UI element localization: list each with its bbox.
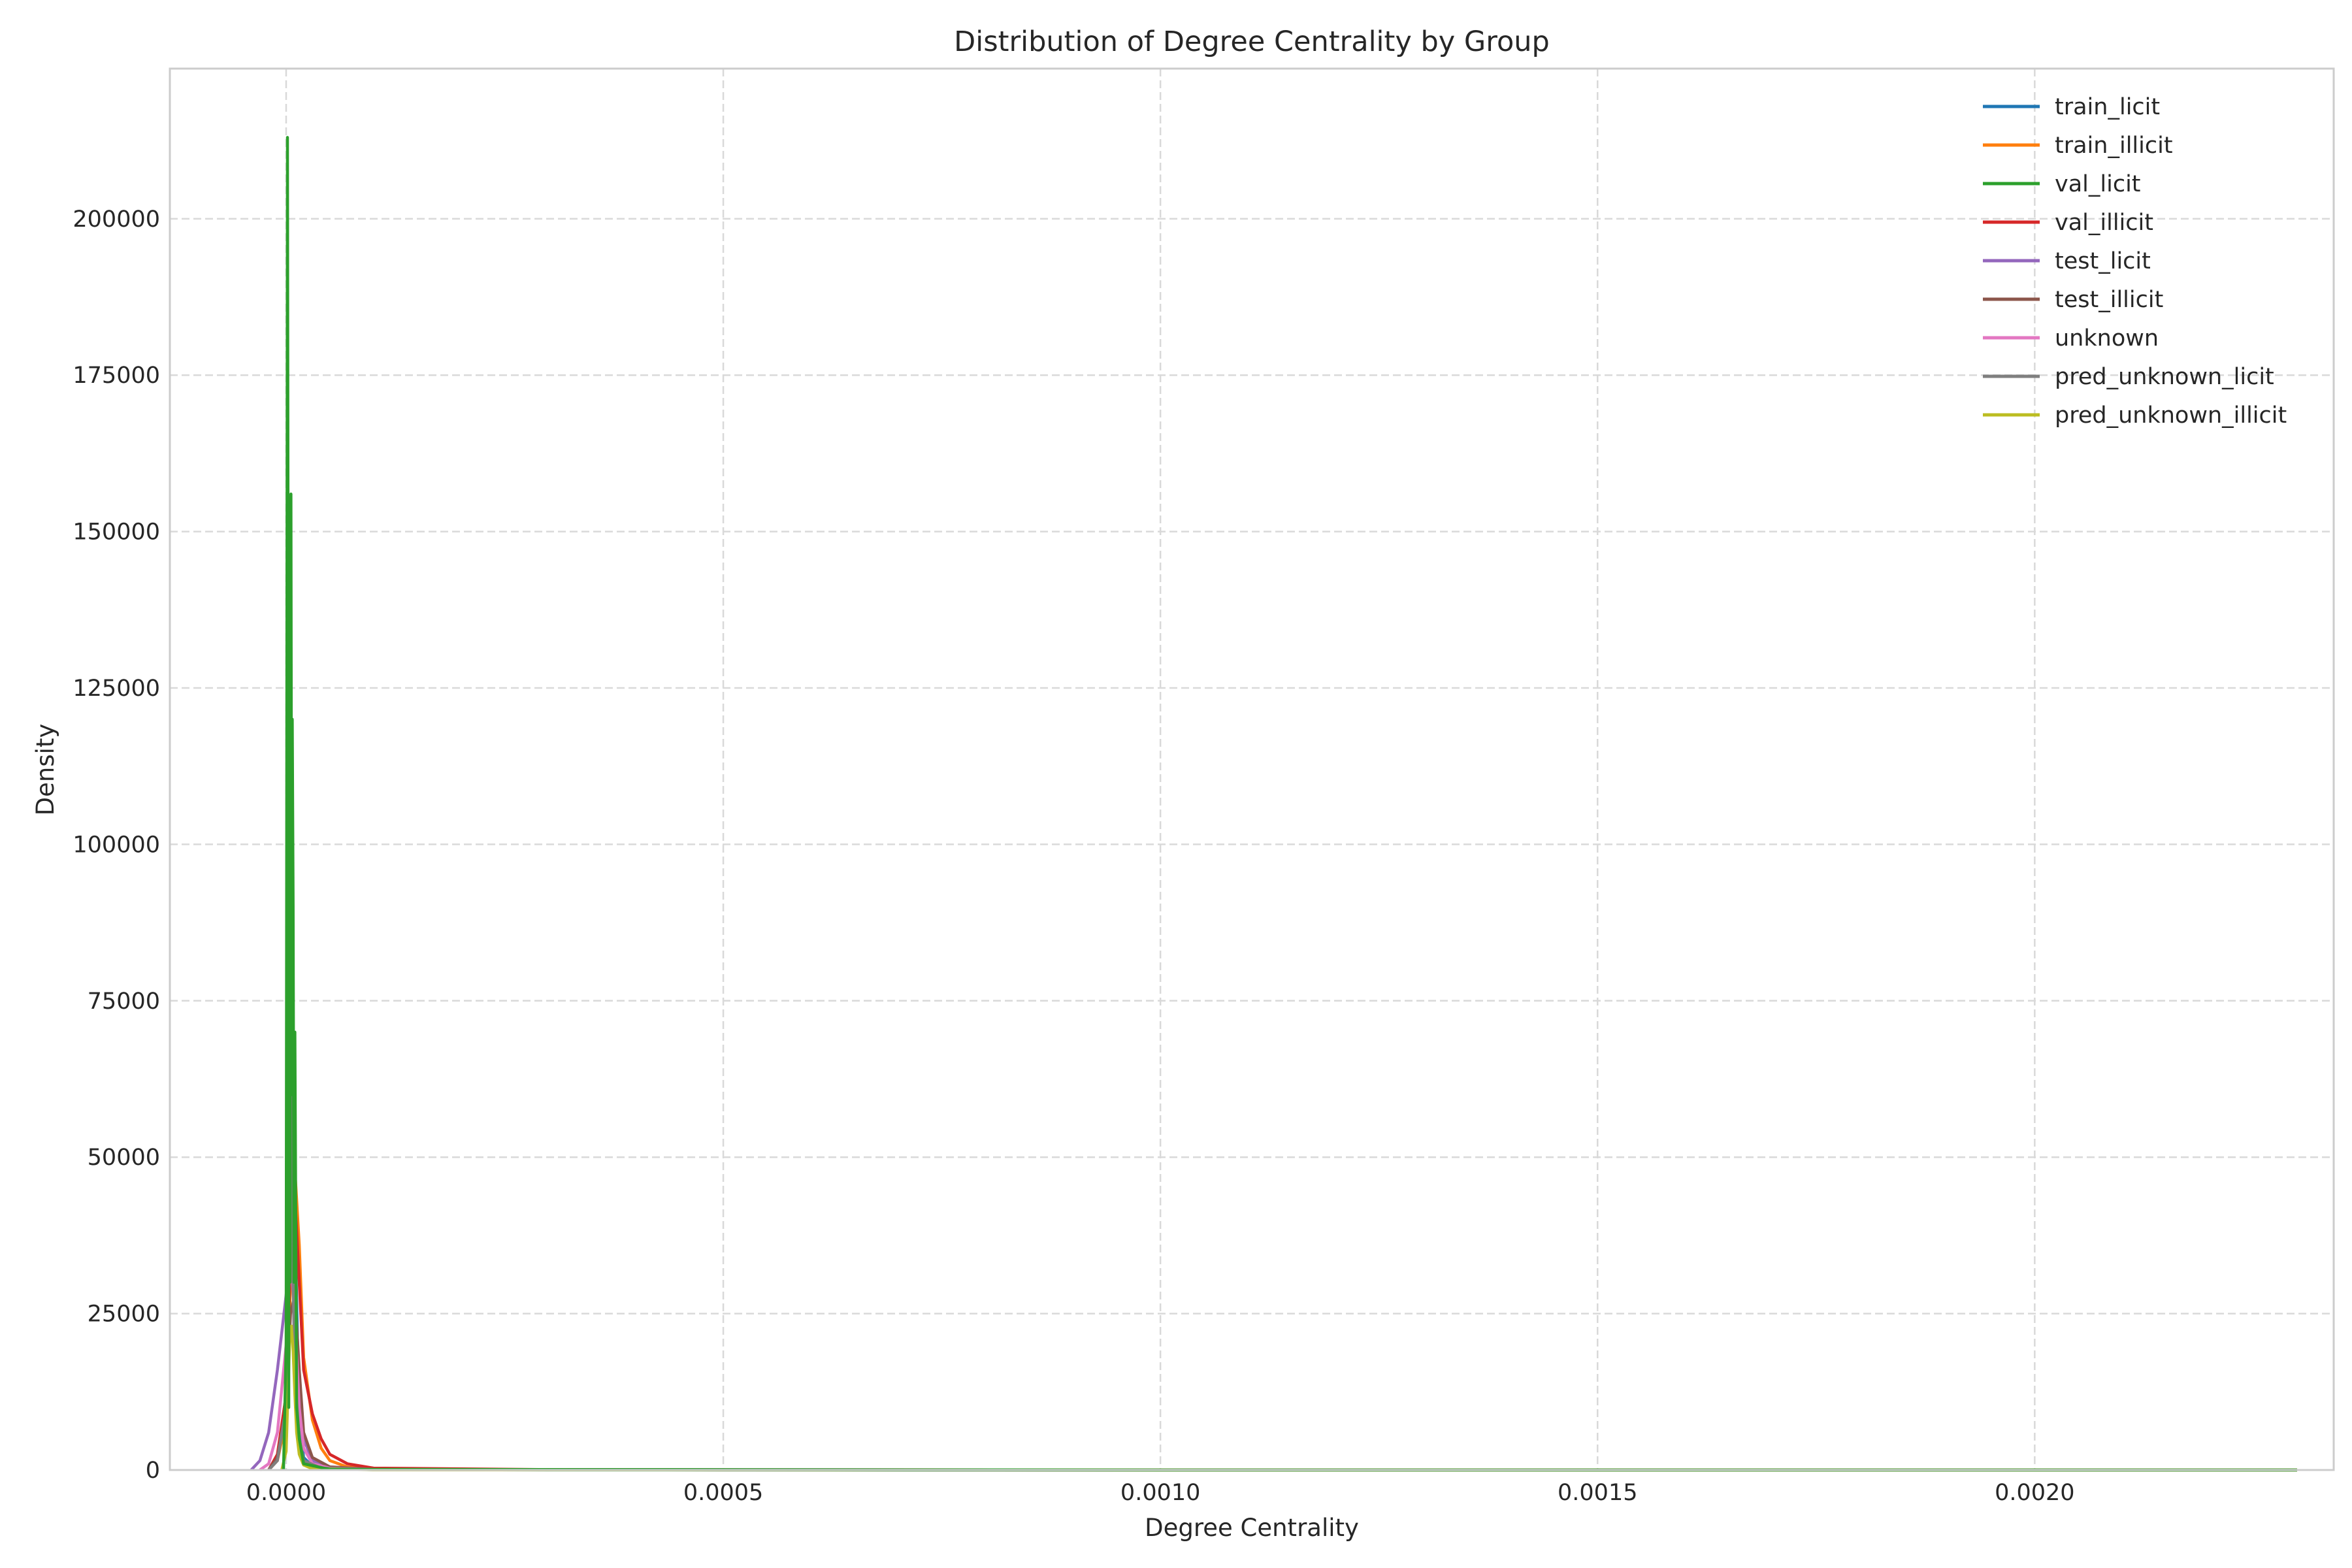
y-tick-label: 150000	[73, 519, 160, 546]
legend-label-pred-unknown-licit: pred_unknown_licit	[2055, 364, 2274, 390]
legend-label-test-licit: test_licit	[2055, 248, 2151, 274]
plot-frame	[169, 67, 2335, 1471]
legend-label-unknown: unknown	[2055, 325, 2159, 351]
y-tick-label: 100000	[73, 832, 160, 858]
y-tick-label: 125000	[73, 676, 160, 702]
y-tick-label: 25000	[88, 1301, 160, 1328]
legend-label-val-illicit: val_illicit	[2055, 210, 2153, 236]
legend-label-test-illicit: test_illicit	[2055, 287, 2163, 313]
x-tick-label: 0.0015	[1558, 1480, 1637, 1506]
x-tick-label: 0.0020	[1995, 1480, 2074, 1506]
x-axis-label: Degree Centrality	[1145, 1514, 1359, 1542]
y-tick-label: 50000	[88, 1145, 160, 1171]
y-axis-ticks: 0 25000 50000 75000 100000 125000 150000 175000…	[73, 206, 160, 1484]
y-tick-label: 200000	[73, 206, 160, 233]
legend-label-pred-unknown-illicit: pred_unknown_illicit	[2055, 402, 2287, 429]
y-tick-label: 0	[146, 1458, 160, 1484]
legend-label-train-illicit: train_illicit	[2055, 133, 2173, 159]
x-tick-label: 0.0010	[1120, 1480, 1200, 1506]
y-tick-label: 175000	[73, 363, 160, 389]
legend-label-train-licit: train_licit	[2055, 94, 2160, 120]
x-axis-ticks: 0.0000 0.0005 0.0010 0.0015 0.0020	[246, 1480, 2075, 1506]
grid	[170, 69, 2334, 1471]
legend-label-val-licit: val_licit	[2055, 171, 2141, 197]
y-tick-label: 75000	[88, 988, 160, 1015]
x-tick-label: 0.0000	[246, 1480, 326, 1506]
series-line-val-licit	[282, 136, 2297, 1472]
y-axis-label: Density	[31, 724, 59, 816]
legend: train_licit train_illicit val_licit val_ill…	[1983, 94, 2287, 429]
chart-title: Distribution of Degree Centrality by Gro…	[954, 25, 1550, 58]
x-tick-label: 0.0005	[683, 1480, 763, 1506]
